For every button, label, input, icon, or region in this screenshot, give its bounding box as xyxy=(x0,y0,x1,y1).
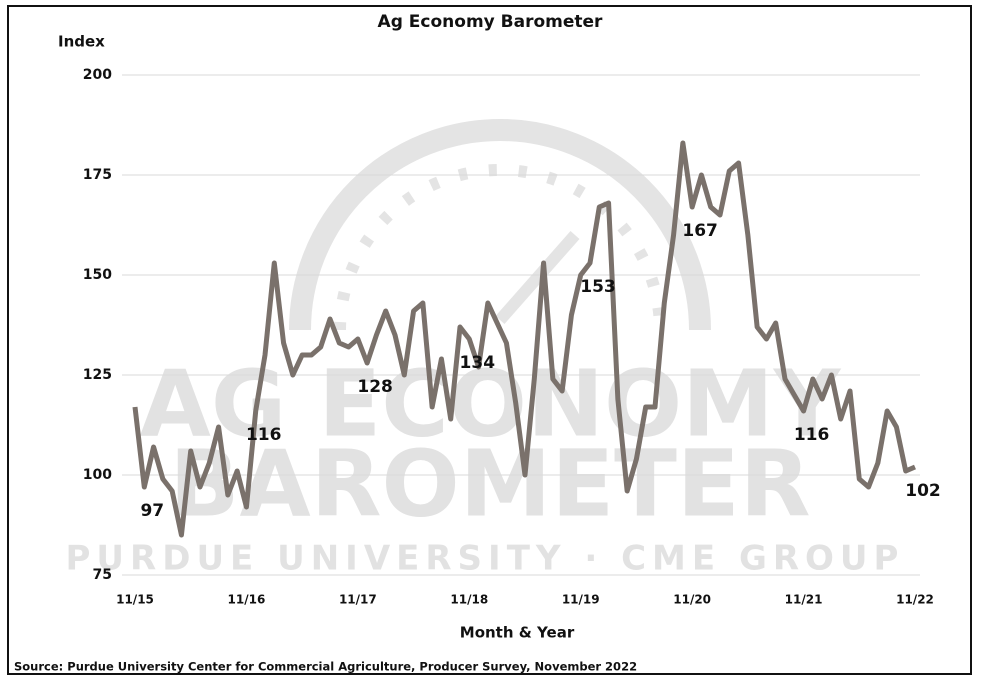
y-tick-label: 150 xyxy=(83,267,112,283)
data-label: 102 xyxy=(905,481,941,501)
data-label: 134 xyxy=(460,353,496,373)
y-tick-label: 75 xyxy=(93,567,112,583)
data-label: 167 xyxy=(682,221,718,241)
x-tick-label: 11/16 xyxy=(228,593,266,607)
y-tick-label: 200 xyxy=(83,67,112,83)
data-label: 97 xyxy=(140,501,164,521)
data-label: 116 xyxy=(246,425,282,445)
x-tick-label: 11/22 xyxy=(896,593,934,607)
x-tick-label: 11/15 xyxy=(116,593,154,607)
x-tick-label: 11/19 xyxy=(562,593,600,607)
watermark: BAROMETER xyxy=(169,430,810,537)
x-tick-label: 11/18 xyxy=(450,593,488,607)
data-label: 153 xyxy=(580,277,616,297)
x-tick-label: 11/17 xyxy=(339,593,377,607)
chart-title: Ag Economy Barometer xyxy=(378,12,604,32)
data-label: 128 xyxy=(357,377,393,397)
chart: AG ECONOMY BAROMETER PURDUE UNIVERSITY ·… xyxy=(0,0,981,680)
y-axis-label: Index xyxy=(58,33,105,51)
y-tick-label: 175 xyxy=(83,167,112,183)
x-axis-label: Month & Year xyxy=(460,624,575,642)
y-tick-label: 100 xyxy=(83,467,112,483)
source: Source: Purdue University Center for Com… xyxy=(14,660,637,674)
x-tick-label: 11/21 xyxy=(785,593,823,607)
data-label: 116 xyxy=(794,425,830,445)
watermark: PURDUE UNIVERSITY · CME GROUP xyxy=(66,539,905,579)
y-tick-label: 125 xyxy=(83,367,112,383)
x-tick-label: 11/20 xyxy=(673,593,711,607)
